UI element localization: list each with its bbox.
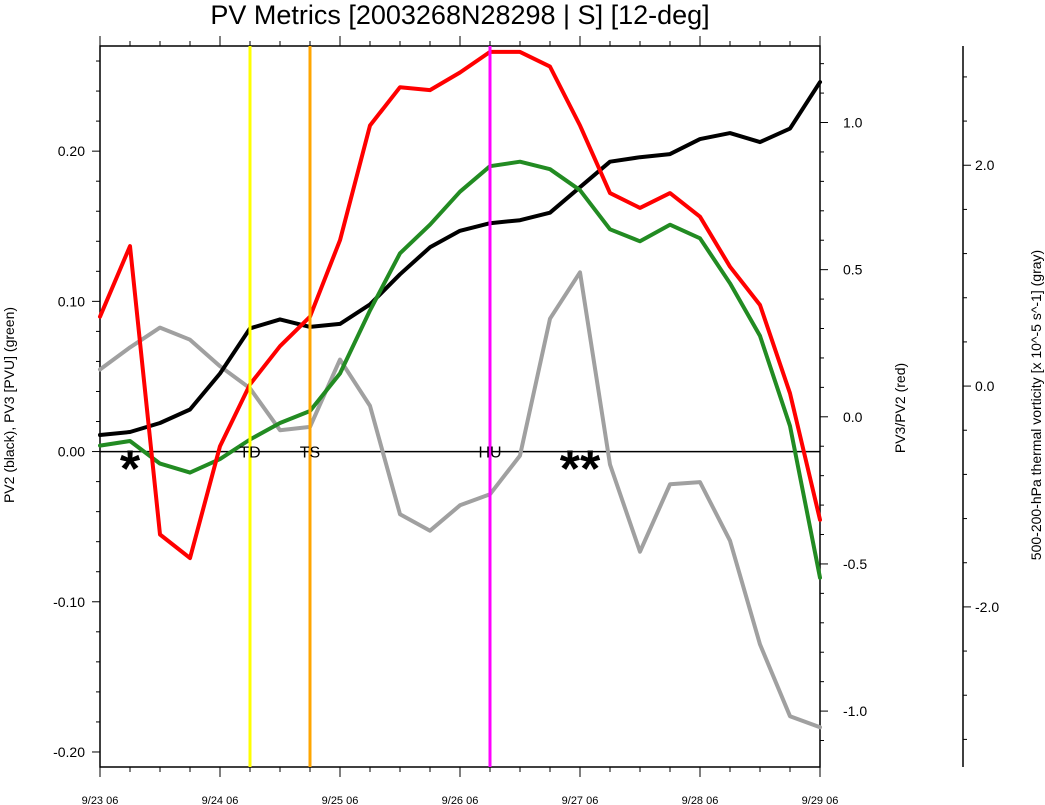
left-tick-label: 0.10 [58,293,85,309]
right-tick-label: -0.5 [843,556,867,572]
left-axis-title: PV2 (black), PV3 [PVU] (green) [1,307,17,503]
x-tick-label: 9/24 06 [202,795,239,805]
x-tick-label: 9/28 06 [682,795,719,805]
series-line-500-200-hpa-thermal-vorticity [98,270,822,730]
x-tick-label: 9/26 06 [442,795,479,805]
left-tick-label: -0.10 [53,594,85,610]
far-right-axis-title: 500-200-hPa thermal vorticity [x 10^-5 s… [1028,250,1044,560]
marker-label-hu: HU [478,445,501,462]
far-right-tick-label: 2.0 [975,157,995,173]
star-annotation-2: ** [560,441,601,499]
x-tick-label: 9/23 06 [82,795,119,805]
series-line-pv3 [98,159,822,580]
left-tick-label: 0.00 [58,444,85,460]
right-axis-title: PV3/PV2 (red) [892,363,908,453]
chart-title: PV Metrics [2003268N28298 | S] [12-deg] [210,0,709,30]
right-tick-label: 0.5 [843,262,863,278]
star-annotation-1: * [120,441,141,499]
far-right-tick-label: -2.0 [975,599,999,615]
x-tick-label: 9/29 06 [802,795,839,805]
right-tick-label: -1.0 [843,703,867,719]
left-tick-label: -0.20 [53,744,85,760]
marker-label-td: TD [239,445,260,462]
x-tick-label: 9/25 06 [322,795,359,805]
right-tick-label: 0.0 [843,409,863,425]
x-tick-label: 9/27 06 [562,795,599,805]
left-tick-label: 0.20 [58,143,85,159]
right-tick-label: 1.0 [843,115,863,131]
plot-frame [99,45,821,768]
marker-label-ts: TS [300,445,320,462]
series-line-pv3-pv2 [98,49,822,561]
series-line-pv2 [98,80,822,437]
far-right-tick-label: 0.0 [975,378,995,394]
